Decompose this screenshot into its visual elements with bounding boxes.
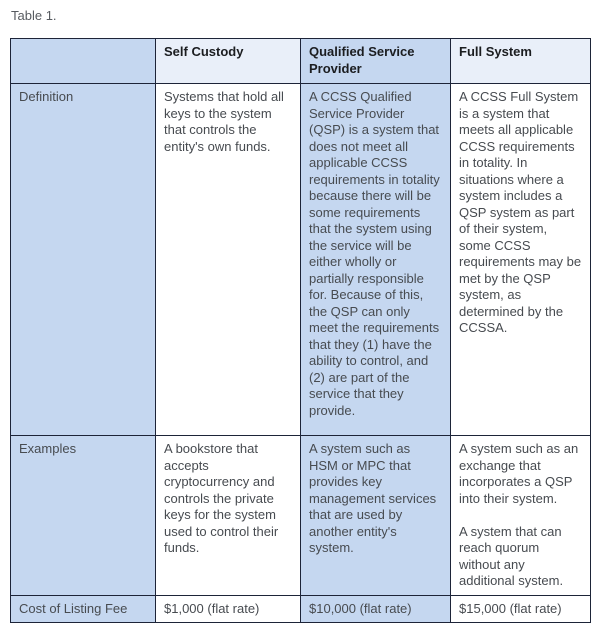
cell-examples-full-system: A system such as an exchange that incorp…: [450, 435, 591, 596]
column-header-blank: [10, 38, 156, 84]
row-label-definition: Definition: [10, 83, 156, 436]
cell-cost-qualified-service-provider: $10,000 (flat rate): [300, 594, 451, 623]
row-label-cost-of-listing-fee: Cost of Listing Fee: [10, 594, 156, 623]
column-header-self-custody: Self Custody: [155, 38, 301, 84]
table-row-definition: Definition Systems that hold all keys to…: [10, 83, 591, 436]
cell-definition-self-custody: Systems that hold all keys to the system…: [155, 83, 301, 436]
cell-definition-full-system: A CCSS Full System is a system that meet…: [450, 83, 591, 436]
column-header-full-system: Full System: [450, 38, 591, 84]
row-label-examples: Examples: [10, 435, 156, 596]
table-row-examples: Examples A bookstore that accepts crypto…: [10, 435, 591, 596]
comparison-table: Self Custody Qualified Service Provider …: [10, 38, 591, 623]
table-header-row: Self Custody Qualified Service Provider …: [10, 38, 591, 84]
column-header-qualified-service-provider: Qualified Service Provider: [300, 38, 451, 84]
cell-cost-self-custody: $1,000 (flat rate): [155, 594, 301, 623]
cell-examples-self-custody: A bookstore that accepts cryptocurrency …: [155, 435, 301, 596]
cell-cost-full-system: $15,000 (flat rate): [450, 594, 591, 623]
cell-definition-qualified-service-provider: A CCSS Qualified Service Provider (QSP) …: [300, 83, 451, 436]
table-caption: Table 1.: [11, 8, 57, 23]
cell-examples-qualified-service-provider: A system such as HSM or MPC that provide…: [300, 435, 451, 596]
table-row-cost-of-listing-fee: Cost of Listing Fee $1,000 (flat rate) $…: [10, 594, 591, 623]
